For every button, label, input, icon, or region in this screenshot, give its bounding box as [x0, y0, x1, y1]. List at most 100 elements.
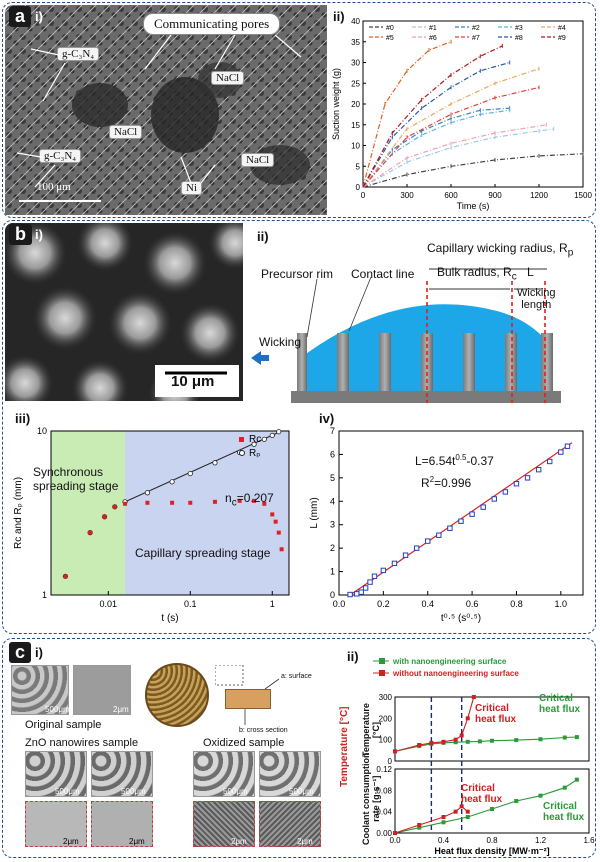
data-point-bottom	[393, 831, 397, 835]
plot-frame	[362, 20, 584, 188]
data-point	[367, 579, 373, 585]
point-rc	[88, 530, 93, 535]
label-gcn-2: g-C₃N₄	[39, 149, 82, 163]
y-tick-label: 10	[37, 426, 47, 436]
data-point-bottom	[417, 825, 422, 830]
series-line-top	[394, 696, 475, 752]
panel-c-i-label: i)	[35, 645, 43, 660]
data-point	[447, 525, 453, 531]
x-axis-label: Time (s)	[457, 201, 490, 211]
legend-label: with nanoengineering surface	[392, 657, 507, 666]
x-axis-label: t (s)	[161, 613, 178, 624]
label-critical-3: Critical heat flux	[461, 783, 503, 805]
panel-b-label: b	[9, 224, 32, 245]
point-rc	[170, 500, 175, 505]
data-point-top	[453, 740, 458, 745]
sem-zno-surface-2	[91, 751, 153, 797]
panel-b-iv-label: iv)	[319, 411, 335, 426]
label-bulk-radius: Bulk radius, Rc	[437, 265, 517, 283]
point-rc	[145, 500, 150, 505]
x-axis-label: Heat flux density [MW·m⁻²]	[434, 846, 549, 856]
sem-zno-detail-2	[91, 801, 153, 847]
data-point-top	[490, 738, 494, 743]
top-y-tick-label: 300	[379, 693, 393, 702]
scale-zno-4: 2μm	[129, 837, 145, 846]
data-point-top	[574, 735, 579, 740]
label-surface: a: surface	[281, 673, 312, 680]
sample-disc-photo	[145, 663, 209, 727]
label-coolant: Coolant consumption rate [g·s⁻¹]	[361, 752, 381, 846]
x-tick-label: 1	[270, 599, 275, 609]
y-axis-label: Suction weight (g)	[331, 68, 341, 140]
data-point	[413, 545, 420, 551]
y-tick-label: 2	[330, 543, 335, 553]
data-point-top	[441, 739, 446, 744]
label-r-squared: R2=0.996	[421, 475, 472, 490]
data-point	[458, 518, 464, 524]
point-rc	[123, 501, 128, 506]
panel-a-label: a	[9, 6, 32, 27]
legend-label: #1	[429, 25, 437, 32]
chart-radius-vs-time: 0.01 0.1 1 1 10 t (s) Rᴄ and Rₚ (mm) Rᴄ Rₚ	[13, 426, 290, 624]
data-point	[564, 443, 571, 449]
sem-oxidized-detail-2	[259, 801, 321, 847]
top-plot-frame	[394, 696, 590, 762]
region-capillary	[125, 431, 289, 595]
data-point-top	[562, 735, 567, 740]
legend-swatch	[379, 658, 385, 664]
panel-a: a i) Communicating pores g-C₃N₄ g-C₃N₄ N…	[2, 2, 596, 218]
point-rc	[273, 519, 278, 524]
x-tick-label: 0.6	[466, 599, 479, 609]
x-tick-label: 0.4	[421, 599, 434, 609]
legend-label: #8	[515, 35, 523, 42]
data-point	[425, 538, 431, 544]
y-tick-label: 1	[330, 567, 335, 577]
series-line-#0	[362, 153, 584, 188]
x-tick-label: 900	[488, 191, 502, 200]
label-critical-2: Critical heat flux	[539, 693, 581, 715]
label-nacl-2: NaCl	[109, 125, 143, 139]
legend-label: #6	[429, 35, 437, 42]
x-tick-label: 0.0	[389, 836, 401, 845]
data-point-top	[538, 737, 543, 742]
series-line-#9	[362, 45, 503, 188]
point-rp	[144, 490, 151, 496]
data-point-bottom	[459, 804, 464, 809]
data-point	[480, 504, 486, 510]
data-point-top	[465, 739, 470, 744]
label-temp-left: Temperature [°C]	[339, 706, 350, 788]
y-tick-label: 4	[330, 496, 335, 506]
point-rc	[270, 512, 275, 517]
plot-frame	[50, 430, 290, 596]
label-critical-1: Critical heat flux	[475, 703, 517, 725]
point-rc	[212, 499, 217, 504]
y-tick-label: 35	[351, 38, 360, 47]
scale-oxidized-3: 2μm	[231, 837, 247, 846]
x-axis-label: t⁰·⁵ (s⁰·⁵)	[441, 613, 481, 624]
x-tick-label: 0	[361, 191, 366, 200]
x-tick-label: 1500	[574, 191, 592, 200]
scale-zno-1: 500μm	[55, 787, 80, 796]
data-point	[436, 532, 442, 538]
panel-b-i-label: i)	[35, 227, 43, 242]
y-tick-label: 5	[356, 162, 361, 171]
point-rc	[276, 530, 281, 535]
legend-label: #7	[472, 35, 480, 42]
data-point-bottom	[490, 807, 494, 811]
y-tick-label: 10	[351, 142, 360, 151]
series-line-#8	[362, 61, 510, 188]
scale-zno-3: 2μm	[63, 837, 79, 846]
y-tick-label: 1	[42, 590, 47, 600]
data-point	[391, 560, 398, 567]
sem-original-cross	[73, 665, 131, 715]
data-point-top	[453, 737, 458, 742]
legend-label: #5	[386, 35, 394, 42]
panel-c-label: c	[9, 642, 32, 663]
panel-c: c i) 500μm 2μm a: surface b: cross secti…	[2, 638, 596, 858]
point-rc	[262, 501, 267, 506]
sem-zno-detail-1	[25, 801, 87, 847]
label-wicking: Wicking	[259, 335, 302, 349]
x-tick-label: 0.01	[100, 599, 118, 609]
data-point-bottom	[441, 820, 446, 825]
data-point	[380, 567, 387, 574]
